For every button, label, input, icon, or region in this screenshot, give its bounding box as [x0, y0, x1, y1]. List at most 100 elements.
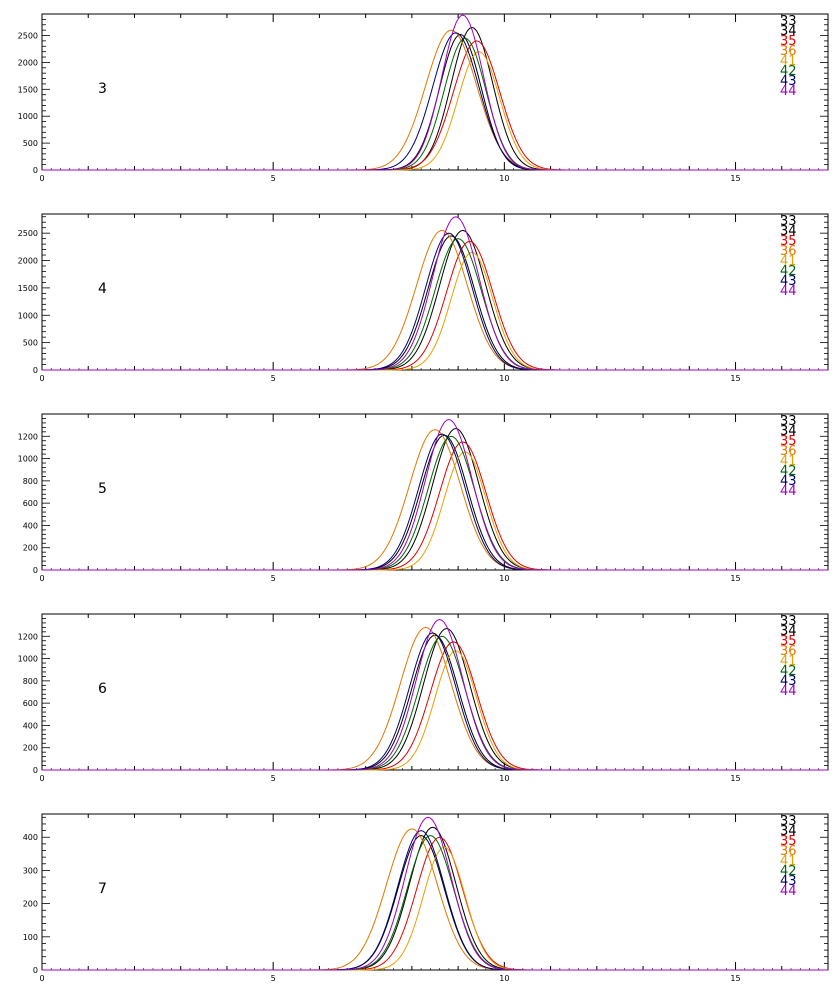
y-tick-label: 500 [23, 139, 38, 148]
series-line-42 [42, 835, 828, 971]
x-tick-label: 10 [499, 974, 509, 983]
series-line-34 [42, 427, 828, 571]
legend-entry-33: 33 [780, 614, 797, 629]
panel-number-label: 3 [98, 81, 107, 97]
legend-entry-35: 35 [780, 834, 797, 849]
legend-entry-34: 34 [780, 824, 797, 839]
x-tick-label: 0 [39, 974, 44, 983]
x-tick-label: 5 [271, 174, 276, 183]
y-tick-label: 400 [23, 721, 38, 730]
series-line-34 [42, 229, 828, 371]
legend-entry-33: 33 [780, 414, 797, 429]
x-tick-label: 10 [499, 574, 509, 583]
y-tick-label: 0 [33, 766, 38, 775]
panel-6: 0 5 10 15 0 200 400 600 800 1000 1200 6 333435364142… [18, 613, 829, 783]
y-tick-label: 2500 [18, 229, 38, 238]
y-tick-label: 1000 [18, 455, 38, 464]
x-tick-label: 10 [499, 174, 509, 183]
y-tick-label: 1500 [18, 284, 38, 293]
legend-entry-41: 41 [780, 254, 797, 269]
y-tick-label: 800 [23, 477, 38, 486]
series-line-43 [42, 830, 828, 971]
y-tick-label: 0 [33, 566, 38, 575]
y-tick-label: 1000 [18, 311, 38, 320]
legend-entry-34: 34 [780, 224, 797, 239]
legend-entry-36: 36 [780, 644, 797, 659]
plot-frame [41, 213, 829, 371]
x-tick-label: 0 [39, 374, 44, 383]
x-tick-label: 15 [730, 774, 740, 783]
legend-entry-43: 43 [780, 274, 797, 289]
series-line-33 [42, 434, 828, 571]
x-tick-label: 0 [39, 574, 44, 583]
x-tick-label: 15 [730, 974, 740, 983]
y-tick-label: 1200 [18, 632, 38, 641]
y-tick-label: 2000 [18, 58, 38, 67]
y-tick-label: 600 [23, 499, 38, 508]
plot-frame [41, 413, 829, 571]
y-tick-label: 1500 [18, 85, 38, 94]
series-line-36 [42, 429, 828, 571]
x-tick-label: 15 [730, 374, 740, 383]
legend-entry-35: 35 [780, 634, 797, 649]
x-tick-label: 5 [271, 574, 276, 583]
series-line-43 [42, 32, 828, 171]
panel-5: 0 5 10 15 0 200 400 600 800 1000 1200 5 333435364142… [18, 413, 829, 583]
panel-number-label: 7 [98, 881, 107, 897]
panel-3: 0 5 10 150500100015002000250033334353641424… [18, 13, 829, 183]
legend-entry-33: 33 [780, 214, 797, 229]
y-tick-label: 2000 [18, 257, 38, 266]
series-line-41 [42, 451, 828, 571]
x-tick-label: 10 [499, 774, 509, 783]
y-tick-label: 200 [23, 544, 38, 553]
legend-entry-35: 35 [780, 434, 797, 449]
y-tick-label: 400 [23, 833, 38, 842]
legend-entry-41: 41 [780, 54, 797, 69]
series-line-35 [42, 441, 828, 571]
legend-entry-42: 42 [780, 464, 797, 479]
x-tick-label: 0 [39, 774, 44, 783]
legend-entry-36: 36 [780, 844, 797, 859]
legend-entry-34: 34 [780, 424, 797, 439]
y-tick-label: 2500 [18, 32, 38, 41]
series-line-44 [42, 816, 828, 971]
y-tick-label: 300 [23, 866, 38, 875]
series-line-44 [42, 216, 828, 371]
panel-number-label: 4 [98, 281, 107, 297]
x-tick-label: 5 [271, 974, 276, 983]
x-tick-label: 0 [39, 174, 44, 183]
legend-entry-44: 44 [780, 284, 797, 299]
legend-entry-44: 44 [780, 484, 797, 499]
legend-entry-34: 34 [780, 24, 797, 39]
series-line-33 [42, 835, 828, 971]
series-line-42 [42, 435, 828, 571]
legend-entry-44: 44 [780, 84, 797, 99]
y-tick-label: 1000 [18, 655, 38, 664]
y-tick-label: 100 [23, 933, 38, 942]
legend-entry-43: 43 [780, 474, 797, 489]
series-line-43 [42, 632, 828, 771]
series-line-42 [42, 238, 828, 371]
series-line-42 [42, 635, 828, 771]
legend-entry-36: 36 [780, 44, 797, 59]
series-line-41 [42, 846, 828, 971]
legend-entry-33: 33 [780, 14, 797, 29]
legend-entry-34: 34 [780, 624, 797, 639]
x-tick-label: 5 [271, 774, 276, 783]
series-line-43 [42, 433, 828, 571]
y-tick-label: 200 [23, 744, 38, 753]
series-line-36 [42, 828, 828, 971]
plot-frame [41, 13, 829, 171]
y-tick-label: 0 [33, 166, 38, 175]
x-tick-label: 15 [730, 174, 740, 183]
y-tick-label: 1200 [18, 432, 38, 441]
plot-frame [41, 813, 829, 971]
legend-entry-42: 42 [780, 664, 797, 679]
legend-entry-42: 42 [780, 864, 797, 879]
y-tick-label: 200 [23, 900, 38, 909]
series-line-34 [42, 26, 828, 171]
legend-entry-36: 36 [780, 244, 797, 259]
legend-entry-41: 41 [780, 654, 797, 669]
legend-entry-33: 33 [780, 814, 797, 829]
